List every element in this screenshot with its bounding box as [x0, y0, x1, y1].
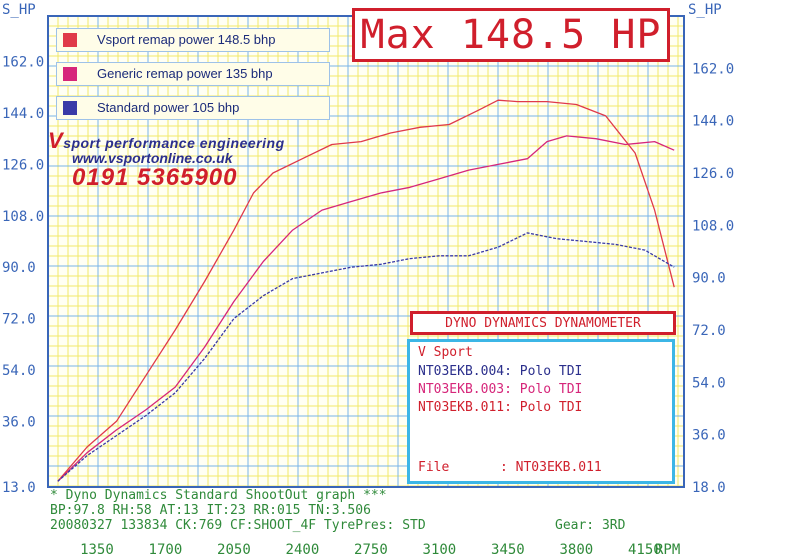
brand-logo-text: Vsport performance engineering [48, 128, 285, 154]
footer-line-2: BP:97.8 RH:58 AT:13 IT:23 RR:015 TN:3.50… [50, 503, 371, 518]
y-tick-left: 144.0 [2, 106, 44, 122]
brand-name: sport performance engineering [63, 135, 285, 151]
legend-item-standard: Standard power 105 bhp [56, 96, 330, 120]
axis-ticks: 13.0 36.0 54.0 72.0 90.0 108.0 126.0 144.0 162.0… [2, 55, 734, 557]
x-tick: 2750 [354, 542, 388, 557]
dyno-title-box: DYNO DYNAMICS DYNAMOMETER [410, 311, 676, 335]
y-tick-left: 54.0 [2, 363, 36, 379]
info-file-value: : NT03EKB.011 [500, 460, 602, 475]
y-tick-right: 36.0 [692, 428, 726, 444]
legend-label-standard: Standard power 105 bhp [97, 100, 240, 115]
y-tick-left: 72.0 [2, 312, 36, 328]
legend-swatch-standard [63, 101, 77, 115]
run-info-box: V Sport NT03EKB.004: Polo TDI NT03EKB.00… [407, 339, 675, 484]
max-hp-title: Max 148.5 HP [360, 12, 662, 58]
y-tick-left: 36.0 [2, 414, 36, 430]
legend-label-generic: Generic remap power 135 bhp [97, 66, 273, 81]
footer-line-1: * Dyno Dynamics Standard ShootOut graph … [50, 488, 387, 503]
x-tick: 1700 [149, 542, 183, 557]
legend-swatch-vsport [63, 33, 77, 47]
y-tick-left: 90.0 [2, 260, 36, 276]
legend-item-vsport: Vsport remap power 148.5 bhp [56, 28, 330, 52]
info-file-label: File [418, 460, 450, 475]
footer-line-3: 20080327 133834 CK:769 CF:SHOOT_4F TyreP… [50, 518, 426, 533]
y-tick-right: 108.0 [692, 218, 734, 234]
legend-item-generic: Generic remap power 135 bhp [56, 62, 330, 86]
legend-swatch-generic [63, 67, 77, 81]
y-tick-right: 162.0 [692, 61, 734, 77]
y-tick-right: 90.0 [692, 271, 726, 287]
info-run-1: NT03EKB.004: Polo TDI [418, 364, 583, 379]
x-axis-title: RPM [655, 542, 680, 557]
info-header: V Sport [418, 345, 473, 360]
info-run-3: NT03EKB.011: Polo TDI [418, 400, 583, 415]
x-tick: 2400 [286, 542, 320, 557]
brand-phone: 0191 5365900 [72, 164, 238, 191]
x-tick: 3450 [491, 542, 525, 557]
x-tick: 3100 [423, 542, 457, 557]
y-tick-left: 162.0 [2, 55, 44, 71]
y-axis-right-title: S_HP [688, 2, 722, 18]
series-line-standard [57, 232, 675, 482]
y-tick-left: 126.0 [2, 157, 44, 173]
series-line-vsport [57, 99, 675, 482]
legend-label-vsport: Vsport remap power 148.5 bhp [97, 32, 276, 47]
y-tick-right: 54.0 [692, 375, 726, 391]
max-hp-title-box: Max 148.5 HP [352, 8, 670, 62]
dyno-title: DYNO DYNAMICS DYNAMOMETER [445, 315, 641, 331]
series-line-generic [57, 135, 675, 482]
legend: Vsport remap power 148.5 bhp Generic rem… [56, 28, 330, 130]
x-tick: 4150 [628, 542, 662, 557]
x-tick: 1350 [80, 542, 114, 557]
y-tick-right: 18.0 [692, 480, 726, 496]
y-tick-right: 72.0 [692, 323, 726, 339]
brand-website: www.vsportonline.co.uk [72, 150, 233, 166]
footer-gear: Gear: 3RD [555, 518, 626, 533]
x-tick: 3800 [560, 542, 594, 557]
y-tick-right: 126.0 [692, 166, 734, 182]
y-axis-left-title: S_HP [2, 2, 36, 18]
series-lines [57, 99, 675, 482]
x-tick: 2050 [217, 542, 251, 557]
info-run-2: NT03EKB.003: Polo TDI [418, 382, 583, 397]
y-tick-right: 144.0 [692, 114, 734, 130]
y-tick-left: 13.0 [2, 480, 36, 496]
y-tick-left: 108.0 [2, 209, 44, 225]
brand-v: V [48, 128, 64, 153]
